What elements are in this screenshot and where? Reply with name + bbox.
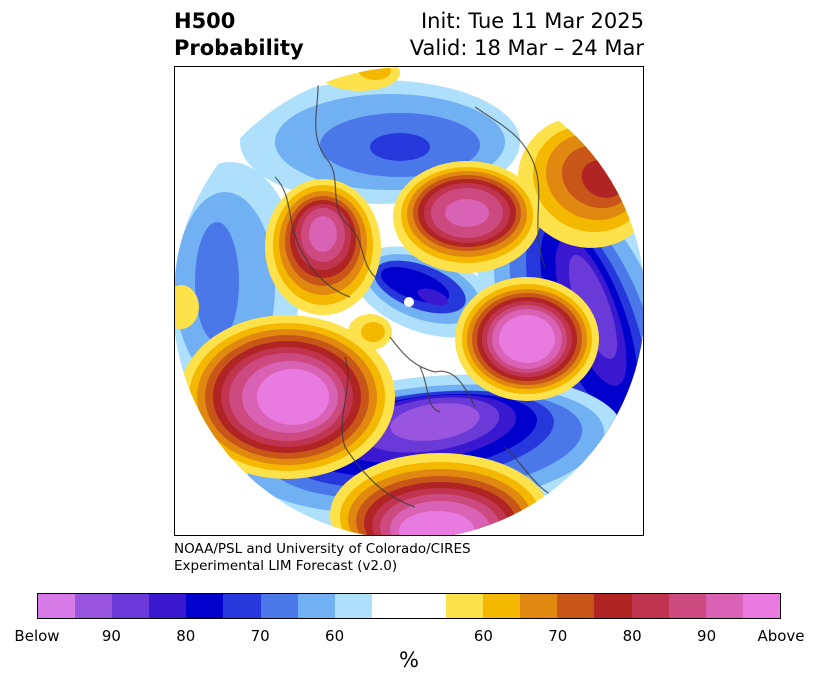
- colorbar-segment-below-7: [297, 594, 335, 618]
- colorbar-segment-above-1: [483, 594, 521, 618]
- colorbar-segment-above-5: [631, 594, 669, 618]
- colorbar-tick-label: 90: [697, 627, 717, 645]
- colorbar-tick-label: Above: [757, 627, 805, 645]
- colorbar-segment-below-3: [149, 594, 187, 618]
- colorbar-segment-above-0: [446, 594, 484, 618]
- colorbar-segment-below-5: [223, 594, 261, 618]
- colorbar-tick-label: 80: [622, 627, 642, 645]
- credit-text: NOAA/PSL and University of Colorado/CIRE…: [174, 541, 471, 575]
- credit-line-2: Experimental LIM Forecast (v2.0): [174, 558, 398, 574]
- colorbar-tick-label: 60: [473, 627, 493, 645]
- colorbar-segment-above-7: [705, 594, 743, 618]
- colorbar-segment-above-2: [520, 594, 558, 618]
- above-anomaly-west: [179, 315, 395, 479]
- above-anomaly-top: [320, 67, 400, 91]
- credit-line-1: NOAA/PSL and University of Colorado/CIRE…: [174, 541, 471, 557]
- colorbar-segment-below-1: [75, 594, 113, 618]
- colorbar-unit: %: [399, 648, 419, 672]
- variable-label: H500: [174, 9, 236, 33]
- above-anomaly-south: [330, 453, 550, 535]
- above-anomaly-edge: [175, 285, 199, 329]
- colorbar-segment-below-8: [334, 594, 372, 618]
- polar-map: [175, 67, 643, 535]
- colorbar-segment-above-4: [594, 594, 632, 618]
- probability-field: [175, 67, 643, 535]
- colorbar-segment-above-8: [742, 594, 780, 618]
- colorbar-tick-label: Below: [14, 627, 60, 645]
- date-info: Init: Tue 11 Mar 2025 Valid: 18 Mar – 24…: [410, 8, 644, 62]
- colorbar-tick-label: 80: [176, 627, 196, 645]
- colorbar-tick-label: 70: [250, 627, 270, 645]
- colorbar-segment-below-0: [38, 594, 76, 618]
- above-anomaly-north: [393, 161, 541, 273]
- product-label: Probability: [174, 36, 304, 60]
- colorbar-segment-below-4: [186, 594, 224, 618]
- valid-date: Valid: 18 Mar – 24 Mar: [409, 36, 644, 60]
- above-anomaly-east: [455, 277, 599, 401]
- north-pole: [404, 297, 414, 307]
- init-date: Init: Tue 11 Mar 2025: [420, 9, 644, 33]
- colorbar-tick-label: 90: [101, 627, 121, 645]
- chart-title: H500 Probability: [174, 8, 304, 62]
- colorbar: [37, 593, 781, 619]
- map-panel: [174, 66, 644, 536]
- colorbar-segment-below-2: [112, 594, 150, 618]
- colorbar-tick-label: 70: [548, 627, 568, 645]
- colorbar-segment-above-3: [557, 594, 595, 618]
- colorbar-segment-neutral: [371, 594, 447, 618]
- above-anomaly-northwest: [265, 179, 381, 315]
- colorbar-tick-label: 60: [325, 627, 345, 645]
- colorbar-segment-above-6: [668, 594, 706, 618]
- colorbar-segment-below-6: [260, 594, 298, 618]
